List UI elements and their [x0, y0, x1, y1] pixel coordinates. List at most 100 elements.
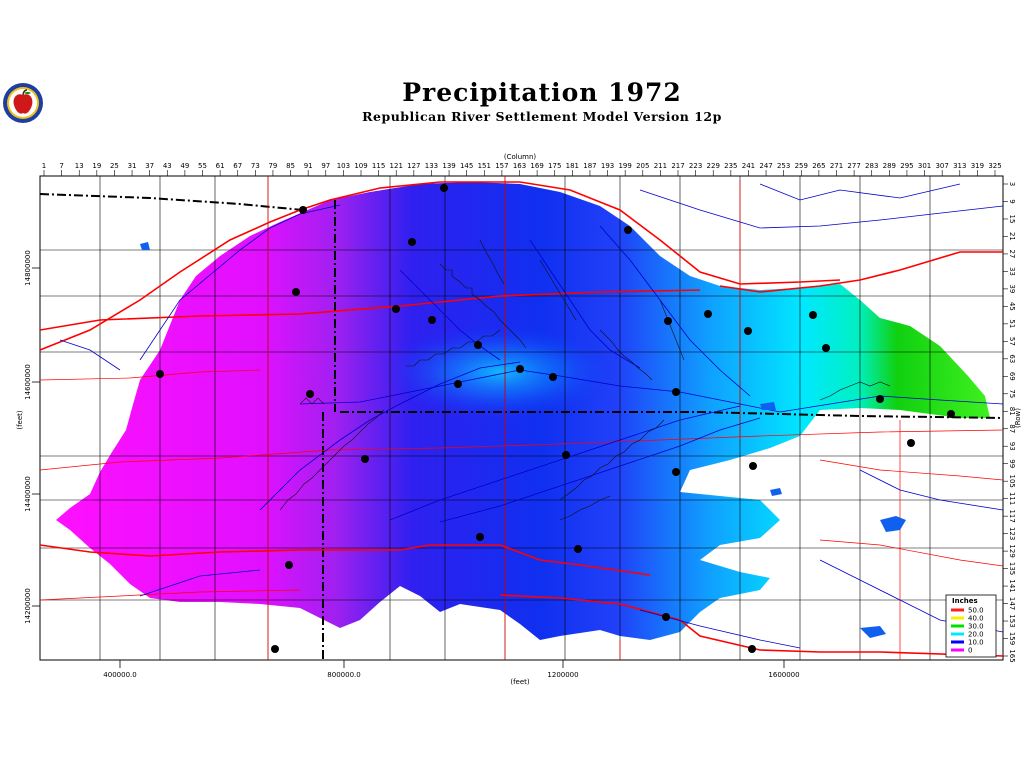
weather-stations: [156, 184, 955, 653]
x-label-3: 1200000: [547, 671, 578, 679]
column-label: 97: [321, 162, 330, 170]
column-label: 139: [442, 162, 455, 170]
y-label-1: 14800000: [24, 250, 32, 286]
state-boundaries: [40, 193, 1003, 660]
roads: [40, 181, 1003, 657]
column-label: 229: [707, 162, 720, 170]
row-label: 81: [1008, 407, 1016, 416]
column-label: 127: [407, 162, 420, 170]
left-axis-ticks: [32, 267, 40, 607]
legend-label: 0: [968, 647, 972, 655]
bottom-axis-ticks: [119, 660, 785, 668]
row-label: 111: [1008, 492, 1016, 505]
top-axis-labels: 1 7 13 19 25 31 37 43 49 55 61 67 73 79 85 91 97 103 109 11…: [42, 162, 1002, 170]
bottom-axis-title: (feet): [510, 678, 530, 686]
column-label: 163: [513, 162, 526, 170]
column-label: 55: [198, 162, 207, 170]
column-label: 13: [75, 162, 84, 170]
row-label: 63: [1008, 354, 1016, 363]
column-label: 115: [372, 162, 385, 170]
legend: Inches 50.040.030.020.010.00: [945, 594, 997, 658]
row-label: 117: [1008, 509, 1016, 522]
minor-roads: [40, 176, 1003, 660]
column-label: 19: [92, 162, 101, 170]
column-label: 217: [671, 162, 684, 170]
column-label: 121: [390, 162, 403, 170]
stream-cells: [279, 239, 891, 521]
right-axis-ticks: [1003, 183, 1008, 657]
row-label: 33: [1008, 267, 1016, 276]
column-label: 295: [900, 162, 913, 170]
column-label: 205: [636, 162, 649, 170]
column-label: 31: [128, 162, 137, 170]
column-label: 181: [566, 162, 579, 170]
row-label: 87: [1008, 424, 1016, 433]
column-label: 253: [777, 162, 790, 170]
row-label: 27: [1008, 249, 1016, 258]
column-label: 85: [286, 162, 295, 170]
column-label: 151: [478, 162, 491, 170]
column-label: 241: [742, 162, 755, 170]
row-label: 3: [1008, 182, 1016, 186]
row-label: 51: [1008, 319, 1016, 328]
column-label: 289: [883, 162, 896, 170]
column-label: 43: [163, 162, 172, 170]
row-label: 129: [1008, 544, 1016, 557]
column-label: 235: [724, 162, 737, 170]
column-label: 301: [918, 162, 931, 170]
column-label: 109: [354, 162, 367, 170]
row-label: 39: [1008, 284, 1016, 293]
row-label: 93: [1008, 442, 1016, 451]
row-label: 165: [1008, 649, 1016, 662]
column-label: 175: [548, 162, 561, 170]
row-label: 15: [1008, 215, 1016, 224]
column-label: 223: [689, 162, 702, 170]
precip-high-center: [380, 324, 620, 420]
column-label: 157: [495, 162, 508, 170]
column-label: 199: [618, 162, 631, 170]
map-title: Precipitation 1972: [402, 78, 682, 107]
column-label: 79: [268, 162, 277, 170]
column-label: 325: [988, 162, 1001, 170]
column-label: 247: [759, 162, 772, 170]
map-subtitle: Republican River Settlement Model Versio…: [362, 109, 722, 124]
column-label: 49: [180, 162, 189, 170]
column-label: 211: [654, 162, 667, 170]
top-axis-ticks: [43, 170, 996, 176]
column-label: 271: [830, 162, 843, 170]
row-label: 21: [1008, 232, 1016, 241]
column-label: 193: [601, 162, 614, 170]
row-label: 45: [1008, 302, 1016, 311]
reservoirs: [140, 242, 906, 638]
column-label: 67: [233, 162, 242, 170]
rivers: [59, 183, 1003, 649]
column-label: 277: [847, 162, 860, 170]
column-label: 307: [935, 162, 948, 170]
x-label-4: 1600000: [768, 671, 799, 679]
left-axis-title: (feet): [16, 410, 24, 430]
legend-label: 40.0: [968, 615, 984, 623]
column-label: 1: [42, 162, 46, 170]
column-label: 313: [953, 162, 966, 170]
row-label: 69: [1008, 372, 1016, 381]
x-label-1: 400000.0: [103, 671, 136, 679]
right-axis-title: (Row): [1014, 408, 1022, 428]
column-label: 103: [337, 162, 350, 170]
right-axis-labels: 3915212733394551576369758187939910511111…: [1008, 182, 1016, 663]
column-label: 37: [145, 162, 154, 170]
column-label: 133: [425, 162, 438, 170]
legend-label: 20.0: [968, 631, 984, 639]
row-label: 123: [1008, 527, 1016, 540]
column-label: 187: [583, 162, 596, 170]
row-label: 153: [1008, 614, 1016, 627]
row-label: 147: [1008, 597, 1016, 610]
row-label: 75: [1008, 389, 1016, 398]
row-label: 99: [1008, 459, 1016, 468]
column-label: 25: [110, 162, 119, 170]
legend-label: 30.0: [968, 623, 984, 631]
row-label: 159: [1008, 632, 1016, 645]
legend-title: Inches: [952, 597, 978, 605]
row-label: 141: [1008, 579, 1016, 592]
column-label: 145: [460, 162, 473, 170]
